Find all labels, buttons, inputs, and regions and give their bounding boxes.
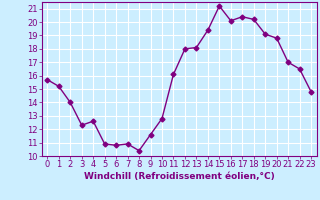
X-axis label: Windchill (Refroidissement éolien,°C): Windchill (Refroidissement éolien,°C): [84, 172, 275, 181]
